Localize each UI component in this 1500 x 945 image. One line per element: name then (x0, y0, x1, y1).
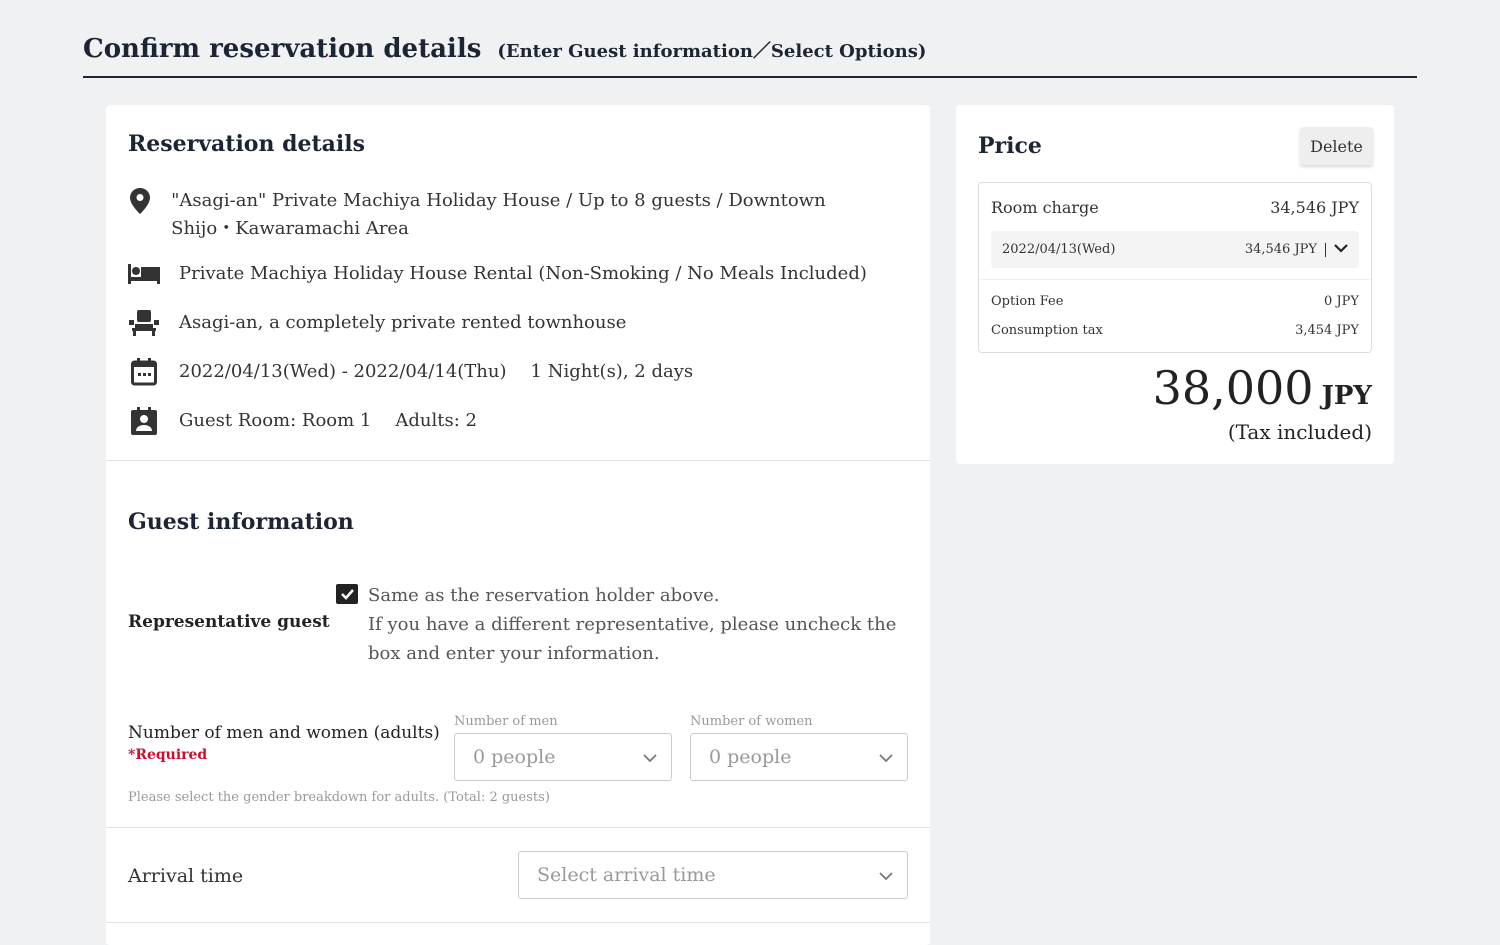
armchair-icon (128, 309, 160, 337)
rep-guest-label: Representative guest (128, 612, 330, 632)
plan-row: Private Machiya Holiday House Rental (No… (128, 260, 867, 288)
price-breakdown: Room charge 34,546 JPY 2022/04/13(Wed) 34… (978, 182, 1372, 353)
total-price: 38,000 JPY (1153, 361, 1372, 415)
men-label: Number of men (454, 714, 558, 729)
chevron-down-icon (643, 746, 657, 768)
page-header: Confirm reservation details (Enter Guest… (83, 30, 1417, 78)
price-card: Price Delete Room charge 34,546 JPY 2022/… (956, 105, 1394, 464)
calendar-icon (128, 358, 160, 386)
same-as-holder-checkbox[interactable] (336, 584, 358, 604)
nightly-rate-toggle[interactable]: 2022/04/13(Wed) 34,546 JPY (991, 231, 1359, 268)
tax-value: 3,454 JPY (1295, 323, 1359, 338)
dates-text: 2022/04/13(Wed) - 2022/04/14(Thu) (179, 361, 507, 382)
rep-line2: If you have a different representative, … (368, 614, 897, 664)
chevron-down-icon (879, 746, 893, 768)
rep-guest-text: Same as the reservation holder above. If… (368, 581, 908, 668)
chevron-down-icon (879, 864, 893, 886)
price-title: Price (978, 133, 1042, 159)
women-label: Number of women (690, 714, 813, 729)
nights-text: 1 Night(s), 2 days (530, 361, 694, 382)
page-title: Confirm reservation details (83, 34, 482, 64)
men-value: 0 people (473, 746, 556, 768)
women-value: 0 people (709, 746, 792, 768)
map-pin-icon (128, 187, 152, 215)
total-amount: 38,000 (1152, 361, 1314, 415)
option-fee-label: Option Fee (991, 294, 1064, 309)
women-select[interactable]: 0 people (690, 733, 908, 781)
divider (106, 827, 930, 828)
location-row: "Asagi-an" Private Machiya Holiday House… (128, 187, 848, 243)
room-text: Asagi-an, a completely private rented to… (179, 312, 627, 333)
tax-included-note: (Tax included) (1227, 420, 1372, 444)
room-charge-value: 34,546 JPY (1270, 198, 1359, 217)
arrival-label: Arrival time (128, 865, 244, 887)
arrival-time-select[interactable]: Select arrival time (518, 851, 908, 899)
gender-label: Number of men and women (adults) (128, 723, 440, 743)
total-currency: JPY (1321, 381, 1372, 411)
tax-label: Consumption tax (991, 323, 1103, 338)
delete-button[interactable]: Delete (1300, 127, 1373, 165)
required-label: *Required (128, 747, 208, 763)
guests-row: Guest Room: Room 1 Adults: 2 (128, 407, 477, 435)
guest-room-text: Guest Room: Room 1 (179, 410, 372, 431)
guest-info-title: Guest information (128, 509, 354, 535)
men-select[interactable]: 0 people (454, 733, 672, 781)
option-fee-value: 0 JPY (1324, 294, 1359, 309)
chevron-down-icon (1334, 242, 1348, 257)
page-subtitle: (Enter Guest information／Select Options) (497, 41, 927, 62)
contact-calendar-icon (128, 407, 160, 435)
location-text: "Asagi-an" Private Machiya Holiday House… (171, 190, 826, 239)
bed-icon (128, 260, 160, 288)
night-price: 34,546 JPY (1244, 242, 1317, 257)
room-row: Asagi-an, a completely private rented to… (128, 309, 626, 337)
night-date: 2022/04/13(Wed) (1002, 242, 1116, 257)
rep-line1: Same as the reservation holder above. (368, 585, 720, 606)
gender-hint: Please select the gender breakdown for a… (128, 790, 550, 805)
room-charge-label: Room charge (991, 198, 1099, 217)
adults-text: Adults: 2 (395, 410, 477, 431)
arrival-placeholder: Select arrival time (537, 864, 716, 886)
reservation-title: Reservation details (128, 131, 366, 157)
dates-row: 2022/04/13(Wed) - 2022/04/14(Thu) 1 Nigh… (128, 358, 693, 386)
divider (106, 922, 930, 923)
reservation-card: Reservation details "Asagi-an" Private M… (106, 105, 930, 945)
divider (106, 460, 930, 461)
plan-text: Private Machiya Holiday House Rental (No… (179, 263, 867, 284)
